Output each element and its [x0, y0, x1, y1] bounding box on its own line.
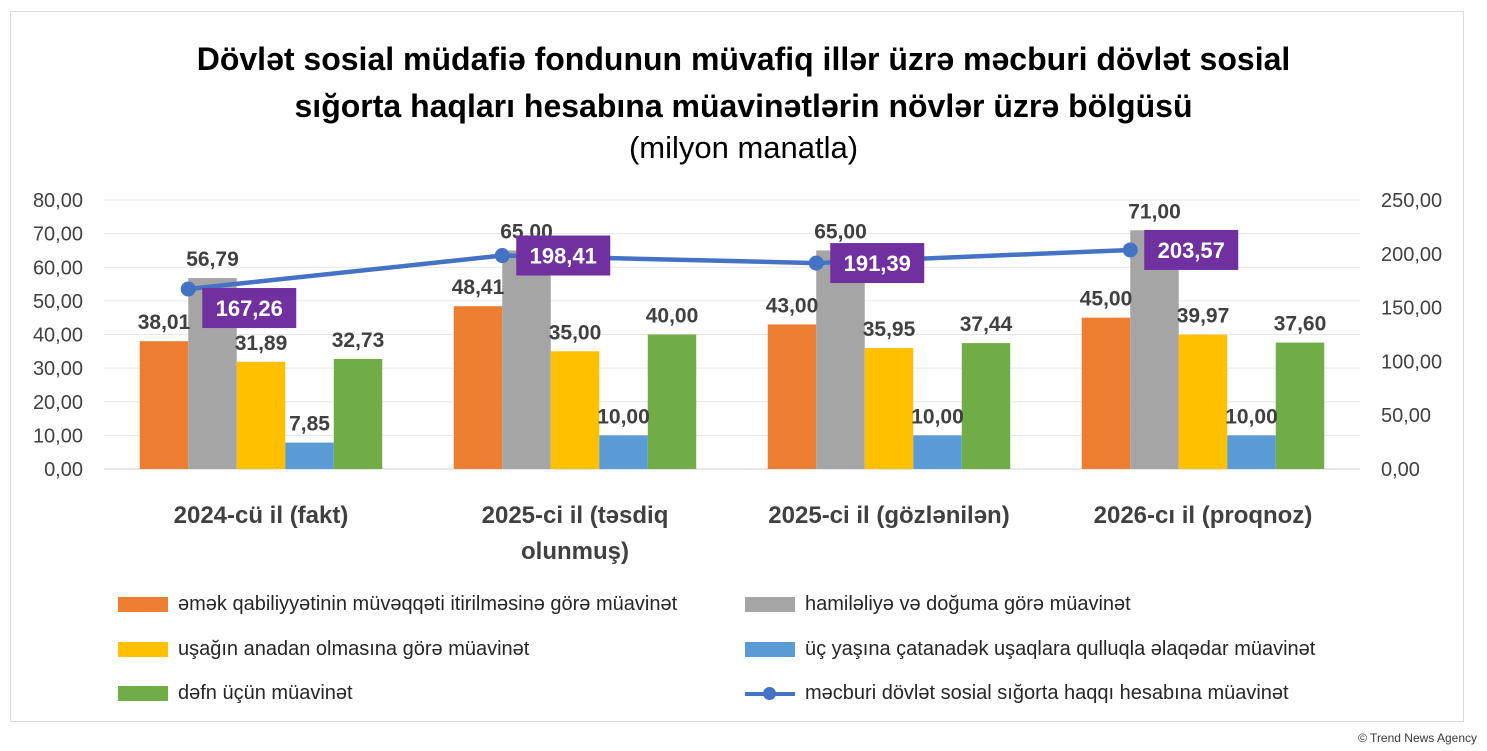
bar-data-label: 45,00 [1080, 288, 1133, 311]
line-point [1122, 242, 1138, 258]
bar-data-label: 31,89 [235, 332, 288, 355]
credit-text: © Trend News Agency [1358, 731, 1477, 745]
bar [453, 306, 503, 469]
bar [599, 435, 648, 469]
line-label-box [830, 243, 925, 284]
y-left-tick-label: 40,00 [33, 325, 83, 347]
line-data-label: 203,57 [1158, 238, 1225, 263]
y-right-tick-label: 50,00 [1381, 405, 1431, 427]
y-left-tick-label: 30,00 [33, 358, 83, 380]
line-point [808, 255, 824, 271]
bar-data-label: 48,41 [452, 276, 505, 299]
chart-title-line2: sığorta haqları hesabına müavinətlərin n… [294, 88, 1193, 124]
bar [816, 250, 865, 469]
bar-data-label: 35,95 [863, 318, 916, 341]
y-left-tick-label: 20,00 [33, 392, 83, 414]
y-left-tick-label: 0,00 [44, 459, 83, 481]
y-left-tick-label: 50,00 [33, 291, 83, 313]
line-data-label: 191,39 [844, 251, 911, 276]
bar-data-label: 35,00 [549, 321, 602, 344]
chart-title: Dövlət sosial müdafiə fondunun müvafiq i… [0, 36, 1487, 130]
bar-data-label: 37,60 [1274, 313, 1327, 336]
line-point [180, 281, 196, 297]
bar-data-label: 56,79 [186, 248, 239, 271]
y-left-tick-label: 80,00 [33, 190, 83, 212]
y-right-tick-label: 200,00 [1381, 244, 1442, 266]
bar-data-label: 10,00 [911, 405, 964, 428]
bar [647, 334, 697, 469]
line-data-label: 167,26 [216, 296, 283, 321]
bar [767, 324, 817, 469]
line-label-box [516, 235, 611, 276]
bar [1178, 334, 1228, 469]
bar-data-label: 10,00 [1225, 405, 1278, 428]
y-right-tick-label: 100,00 [1381, 351, 1442, 373]
y-right-tick-label: 0,00 [1381, 459, 1420, 481]
bar-data-label: 38,01 [138, 311, 191, 334]
bar [285, 442, 334, 469]
bar-data-label: 7,85 [289, 413, 330, 436]
bar-data-label: 43,00 [766, 294, 819, 317]
bar-data-label: 10,00 [597, 405, 650, 428]
bar [913, 435, 962, 469]
chart-subtitle: (milyon manatla) [628, 130, 859, 165]
bar [1081, 317, 1131, 469]
x-tick-label: olunmuş) [521, 538, 629, 565]
x-tick-label: 2025-ci il (təsdiq [482, 502, 669, 529]
y-left-tick-label: 10,00 [33, 425, 83, 447]
line-label-box [1144, 229, 1239, 270]
bar [1227, 435, 1276, 469]
chart-frame [10, 11, 1464, 722]
y-right-tick-label: 150,00 [1381, 298, 1442, 320]
bar [236, 361, 286, 469]
x-tick-label: 2026-cı il (proqnoz) [1094, 502, 1313, 529]
bar-data-label: 37,44 [960, 313, 1013, 336]
line-label-box [202, 288, 297, 329]
bar [864, 348, 914, 469]
bar [333, 358, 383, 469]
x-tick-label: 2025-ci il (gözlənilən) [768, 502, 1009, 529]
bar [961, 343, 1011, 469]
line-data-label: 198,41 [530, 244, 597, 269]
line-series [188, 247, 1131, 292]
bar-data-label: 71,00 [1128, 200, 1181, 223]
y-right-tick-label: 250,00 [1381, 190, 1442, 212]
bar-data-label: 40,00 [646, 305, 699, 328]
bar [550, 351, 600, 469]
bar [1130, 230, 1179, 469]
bar [1275, 342, 1325, 469]
y-left-tick-label: 70,00 [33, 224, 83, 246]
bar-data-label: 39,97 [1177, 305, 1230, 328]
y-left-tick-label: 60,00 [33, 257, 83, 279]
x-tick-label: 2024-cü il (fakt) [174, 502, 349, 529]
bar-data-label: 65,00 [814, 220, 867, 243]
bar [139, 341, 189, 469]
line-point [494, 248, 510, 264]
chart-title-line1: Dövlət sosial müdafiə fondunun müvafiq i… [196, 41, 1291, 77]
bar-data-label: 32,73 [332, 329, 385, 352]
bar [502, 250, 551, 469]
